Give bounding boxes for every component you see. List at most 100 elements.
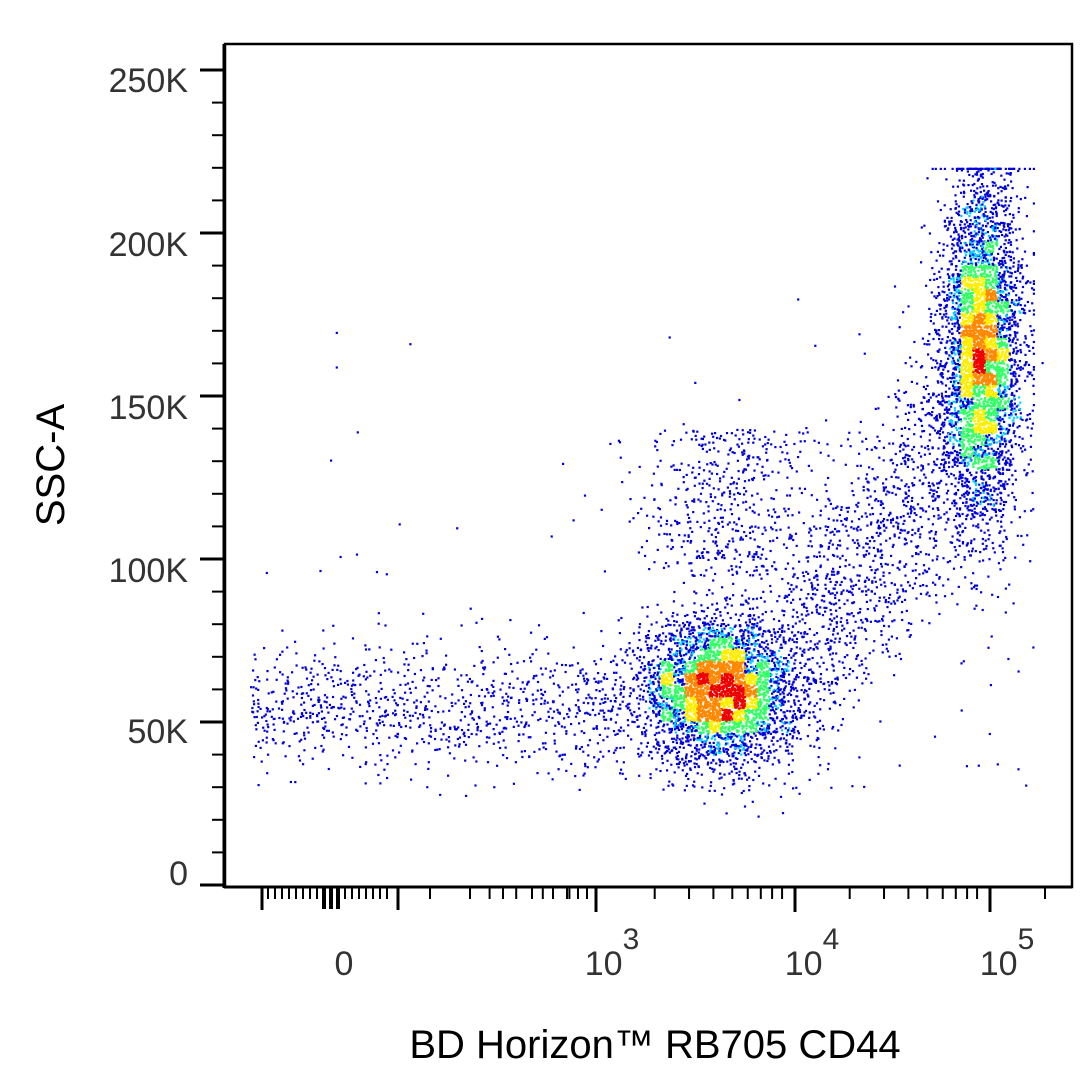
data-point <box>649 697 652 700</box>
data-point <box>725 640 728 643</box>
data-point <box>737 646 740 649</box>
data-point <box>758 731 761 734</box>
data-point <box>768 695 771 698</box>
data-point <box>273 717 276 720</box>
data-point <box>668 751 672 754</box>
data-point <box>285 689 288 692</box>
data-point <box>645 635 648 638</box>
data-point <box>721 632 724 635</box>
data-point <box>722 715 725 718</box>
data-point <box>257 702 260 705</box>
data-point <box>686 772 689 775</box>
data-point <box>598 690 601 693</box>
data-point <box>756 708 759 712</box>
data-point <box>683 697 686 700</box>
data-point <box>718 692 721 695</box>
data-point <box>716 721 719 724</box>
data-point <box>714 676 717 679</box>
data-point <box>734 690 737 693</box>
data-point <box>777 678 780 681</box>
data-point <box>759 703 763 706</box>
data-point <box>768 750 772 753</box>
data-point <box>492 694 495 697</box>
data-point <box>557 684 560 687</box>
data-point <box>694 752 697 755</box>
data-point <box>759 727 762 730</box>
data-point <box>672 711 675 714</box>
data-point <box>733 625 736 628</box>
data-point <box>501 682 504 685</box>
data-point <box>735 706 738 709</box>
data-point <box>399 696 402 699</box>
data-point <box>777 686 780 689</box>
data-point <box>745 649 748 652</box>
data-point <box>267 726 270 729</box>
data-point <box>552 682 555 685</box>
data-point <box>677 766 680 769</box>
data-point <box>647 630 650 633</box>
data-point <box>735 699 738 702</box>
data-point <box>680 661 683 664</box>
data-point <box>700 663 703 666</box>
data-point <box>687 734 690 737</box>
data-point <box>357 674 360 677</box>
data-point <box>717 711 720 714</box>
data-point <box>364 736 367 739</box>
data-point <box>723 731 726 734</box>
data-point <box>720 642 723 645</box>
data-point <box>742 731 745 734</box>
data-point <box>379 673 382 676</box>
data-point <box>667 666 670 669</box>
data-point <box>754 710 758 713</box>
data-point <box>710 699 713 702</box>
data-point <box>732 755 735 758</box>
data-point <box>764 685 768 688</box>
data-point <box>725 652 728 655</box>
data-point <box>774 712 777 715</box>
data-point <box>676 662 679 665</box>
data-point <box>659 686 662 689</box>
data-point <box>574 683 578 686</box>
data-point <box>716 652 719 655</box>
data-point <box>753 701 757 704</box>
data-point <box>381 720 384 723</box>
data-point <box>690 629 693 632</box>
data-point <box>589 713 592 716</box>
data-point <box>701 727 704 730</box>
data-point <box>675 674 678 677</box>
data-point <box>583 731 586 735</box>
data-point <box>758 681 761 684</box>
data-point <box>655 713 658 716</box>
data-point <box>724 699 727 702</box>
data-point <box>302 714 305 718</box>
data-point <box>761 682 764 685</box>
data-point <box>712 629 716 632</box>
data-point <box>499 746 502 750</box>
data-point <box>493 733 496 736</box>
data-point <box>782 703 785 706</box>
data-point <box>520 721 523 724</box>
data-point <box>772 618 776 621</box>
data-point <box>556 708 559 711</box>
data-point <box>317 700 320 703</box>
data-point <box>263 647 266 650</box>
data-point <box>685 678 688 681</box>
data-point <box>739 643 742 646</box>
data-point <box>752 598 755 601</box>
data-point <box>764 676 767 679</box>
data-point <box>711 735 714 738</box>
data-point <box>685 698 689 701</box>
data-point <box>711 767 714 770</box>
data-point <box>685 647 688 651</box>
data-point <box>704 687 707 690</box>
data-point <box>421 713 425 717</box>
data-point <box>743 700 746 703</box>
data-point <box>763 727 766 730</box>
data-point <box>485 736 489 739</box>
data-point <box>723 750 726 753</box>
data-point <box>746 647 749 650</box>
data-point <box>742 692 745 695</box>
data-point <box>545 719 548 722</box>
data-point <box>686 709 689 712</box>
data-point <box>755 706 758 709</box>
